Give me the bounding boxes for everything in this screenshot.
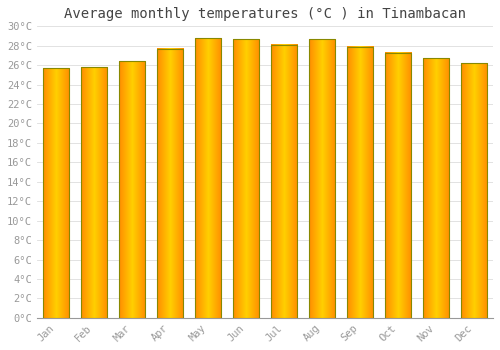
Bar	[232, 39, 259, 318]
Bar	[422, 58, 450, 318]
Bar	[156, 49, 183, 318]
Title: Average monthly temperatures (°C ) in Tinambacan: Average monthly temperatures (°C ) in Ti…	[64, 7, 466, 21]
Bar	[384, 52, 411, 318]
Bar	[194, 38, 221, 318]
Bar	[460, 63, 487, 318]
Bar	[308, 39, 336, 318]
Bar	[42, 68, 69, 318]
Bar	[118, 61, 145, 318]
Bar	[270, 45, 297, 318]
Bar	[80, 67, 107, 318]
Bar	[346, 47, 374, 318]
